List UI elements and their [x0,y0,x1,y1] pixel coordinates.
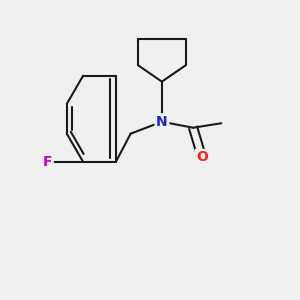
Text: O: O [196,150,208,164]
Text: N: N [156,115,168,129]
Text: F: F [43,155,52,169]
